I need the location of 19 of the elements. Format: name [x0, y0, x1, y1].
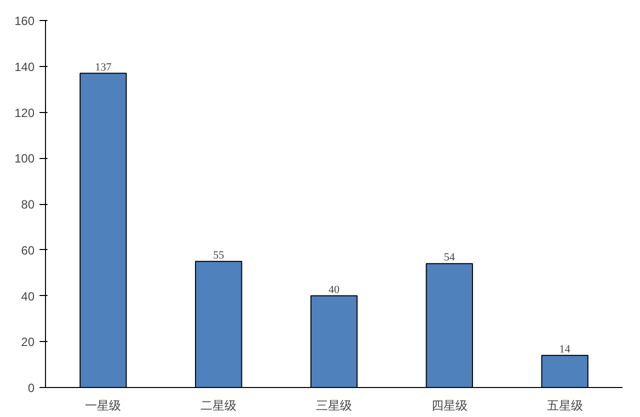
y-tick-label: 60 — [21, 243, 35, 258]
y-tick-label: 100 — [14, 152, 35, 166]
data-label: 40 — [328, 284, 340, 296]
data-label: 137 — [94, 61, 112, 74]
data-label: 14 — [559, 343, 571, 356]
data-label: 54 — [444, 252, 456, 264]
y-tick-label: 160 — [14, 14, 35, 28]
x-tick-label: 五星级 — [546, 398, 583, 412]
y-tick-label: 140 — [14, 60, 35, 74]
y-tick-label: 120 — [14, 106, 35, 120]
x-tick-label: 一星级 — [85, 398, 122, 412]
x-tick-label: 三星级 — [316, 398, 352, 412]
x-tick-label: 四星级 — [431, 398, 468, 412]
y-tick-label: 20 — [21, 335, 35, 350]
y-tick-label: 40 — [21, 289, 35, 304]
y-tick-label: 80 — [21, 198, 35, 212]
x-tick-label: 二星级 — [200, 398, 237, 412]
y-tick-label: 0 — [28, 381, 35, 395]
data-label: 55 — [213, 249, 225, 262]
